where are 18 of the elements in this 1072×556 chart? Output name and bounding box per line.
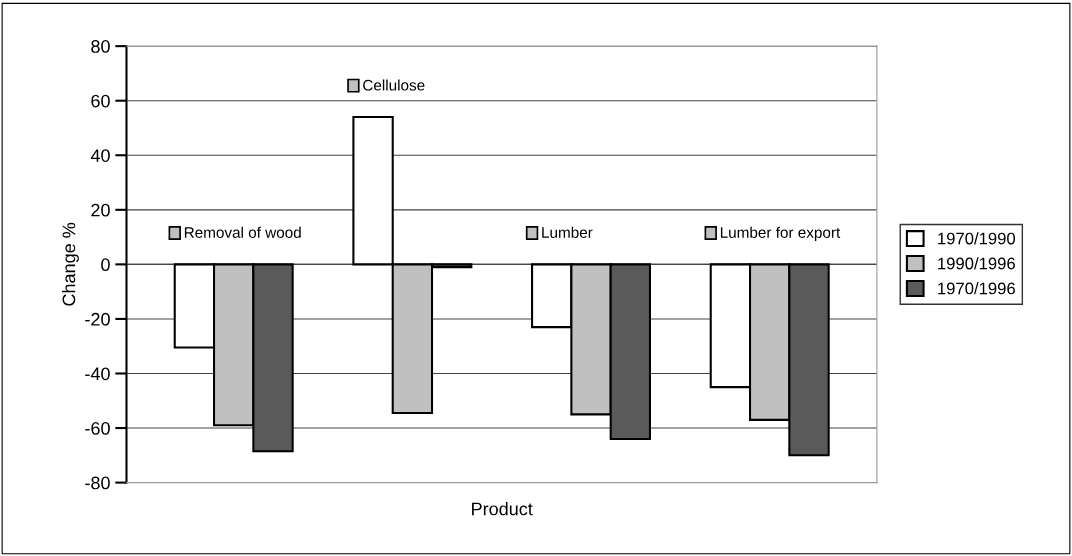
x-tick-label: Removal of wood bbox=[184, 226, 301, 238]
x-axis-title: Product bbox=[472, 502, 533, 516]
y-tick-label: 40 bbox=[90, 149, 110, 162]
y-axis-title: Change % bbox=[62, 222, 79, 306]
y-tick-label: -20 bbox=[85, 312, 110, 326]
y-tick-label: -60 bbox=[85, 421, 110, 435]
y-tick-label: 80 bbox=[91, 40, 110, 53]
legend-label: 1990/1996 bbox=[938, 257, 1015, 270]
legend-label: 1970/1996 bbox=[938, 282, 1015, 295]
x-tick-label: Lumber bbox=[542, 226, 593, 238]
x-tick-label: Cellulose bbox=[363, 79, 425, 91]
x-tick-label: Lumber for export bbox=[720, 226, 841, 241]
legend-label: 1970/1990 bbox=[938, 232, 1016, 245]
y-tick-label: -40 bbox=[85, 367, 110, 381]
y-tick-label: -80 bbox=[85, 476, 110, 490]
y-tick-label: 20 bbox=[91, 203, 110, 217]
y-tick-label: 60 bbox=[91, 94, 110, 108]
y-tick-label: 0 bbox=[101, 258, 110, 272]
